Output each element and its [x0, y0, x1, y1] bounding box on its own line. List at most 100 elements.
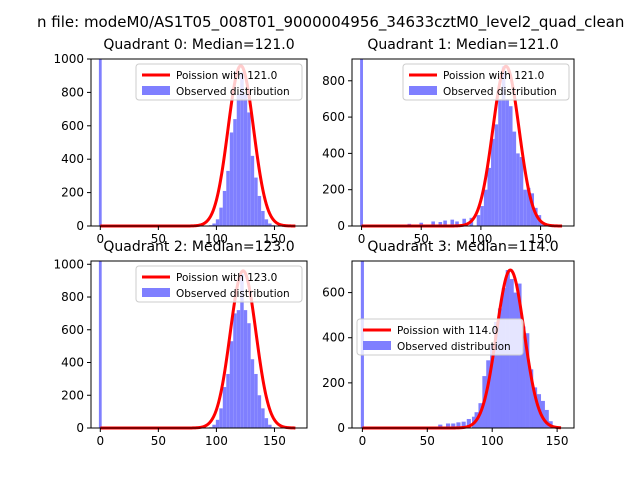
hist-bar: [513, 292, 518, 428]
hist-bar: [254, 373, 258, 428]
y-tick-label: 1000: [53, 257, 84, 271]
hist-bar: [461, 421, 466, 428]
x-tick-label: 150: [263, 434, 286, 448]
y-tick-label: 600: [61, 119, 84, 133]
y-tick-label: 0: [337, 421, 345, 435]
y-tick-label: 800: [61, 85, 84, 99]
y-tick-label: 400: [61, 152, 84, 166]
hist-bar: [243, 94, 248, 226]
y-tick-label: 600: [322, 110, 345, 124]
hist-bar: [419, 222, 424, 226]
hist-bar: [261, 210, 265, 226]
hist-bar: [487, 167, 492, 226]
hist-bar: [497, 308, 503, 428]
hist-bar-zero-spike: [360, 59, 363, 226]
hist-bar: [517, 283, 522, 428]
hist-bar: [519, 157, 524, 226]
y-tick-label: 400: [322, 146, 345, 160]
hist-bar: [250, 359, 255, 428]
hist-bar: [240, 274, 244, 428]
hist-bar: [516, 153, 520, 226]
subplot-title: Quadrant 2: Median=123.0: [103, 239, 294, 255]
legend-fit-label: Poission with 123.0: [176, 272, 277, 284]
y-tick-label: 0: [76, 421, 84, 435]
hist-bar: [494, 124, 499, 226]
y-tick-label: 400: [322, 331, 345, 345]
hist-bar: [222, 387, 227, 428]
hist-bar: [226, 373, 230, 428]
hist-bar: [254, 177, 258, 226]
hist-bar: [486, 360, 491, 428]
legend-hist-label: Observed distribution: [176, 288, 290, 300]
subplot-title: Quadrant 3: Median=114.0: [367, 239, 558, 255]
hist-bar: [501, 66, 506, 227]
legend-fit-label: Poission with 121.0: [443, 70, 544, 82]
subplot-quadrant-0: 0 50 100 150 0 200 400 600 800 1000 Quadrant 0: Me…: [53, 37, 308, 246]
hist-bar: [247, 323, 251, 428]
x-tick-label: 100: [205, 232, 228, 246]
hist-bar: [501, 288, 506, 428]
hist-bar: [219, 207, 223, 226]
x-tick-label: 0: [359, 434, 367, 448]
hist-bar: [240, 72, 244, 226]
hist-bar: [212, 223, 216, 226]
x-tick-label: 150: [546, 434, 569, 448]
x-tick-label: 150: [263, 232, 286, 246]
x-tick-label: 150: [529, 232, 552, 246]
legend-fit-label: Poission with 114.0: [397, 325, 498, 337]
subplot-quadrant-2: 0 50 100 150 0 200 400 600 800 1000 Quadrant 2: Me…: [53, 239, 308, 448]
hist-bar: [443, 220, 447, 226]
hist-bar: [431, 221, 435, 226]
hist-bar: [233, 313, 237, 428]
hist-bar: [505, 98, 509, 226]
x-tick-label: 100: [481, 434, 504, 448]
x-tick-label: 100: [205, 434, 228, 448]
hist-bar: [525, 333, 530, 428]
hist-bar: [261, 408, 265, 428]
axes-frame: [90, 260, 308, 429]
legend-hist-label: Observed distribution: [176, 86, 290, 98]
hist-bar: [476, 215, 481, 226]
subplot-quadrant-3: 0 50 100 150 0 200 400 600 Quadrant 3: Median=11…: [322, 239, 575, 448]
hist-bar: [438, 424, 443, 428]
hist-bar: [219, 408, 223, 428]
hist-bar-zero-spike: [98, 261, 102, 428]
hist-bar: [480, 206, 484, 226]
x-tick-label: 50: [414, 232, 429, 246]
x-tick-label: 50: [420, 434, 435, 448]
y-tick-label: 800: [61, 290, 84, 304]
hist-bar: [264, 418, 269, 428]
hist-bar: [494, 321, 499, 428]
y-tick-label: 400: [61, 356, 84, 370]
hist-bar: [526, 187, 531, 226]
y-tick-label: 200: [61, 186, 84, 200]
legend-fit-label: Poission with 121.0: [176, 70, 277, 82]
hist-bar: [236, 94, 241, 226]
hist-bar: [466, 418, 471, 428]
y-tick-label: 200: [322, 376, 345, 390]
legend-box: [402, 63, 570, 101]
y-tick-label: 800: [322, 74, 345, 88]
legend-hist-label: Observed distribution: [397, 341, 511, 353]
y-tick-label: 0: [337, 219, 345, 233]
x-tick-label: 50: [151, 232, 166, 246]
legend-box: [135, 63, 303, 101]
hist-bar: [483, 189, 488, 226]
hist-bar: [229, 132, 234, 226]
hist-bar: [243, 310, 248, 428]
y-tick-label: 600: [61, 323, 84, 337]
legend-box: [356, 318, 524, 356]
hist-bar: [222, 190, 227, 226]
axes-frame: [351, 260, 575, 429]
hist-bar: [512, 131, 517, 226]
hist-bar: [491, 138, 495, 226]
legend-hist-swatch: [142, 86, 170, 95]
hist-bar: [523, 189, 527, 226]
x-tick-label: 100: [469, 232, 492, 246]
y-tick-label: 0: [76, 219, 84, 233]
legend: Poission with 114.0 Observed distribution: [356, 318, 524, 356]
axes-frame: [90, 58, 308, 227]
hist-bar-zero-spike: [98, 59, 102, 226]
hist-bar: [229, 341, 234, 428]
